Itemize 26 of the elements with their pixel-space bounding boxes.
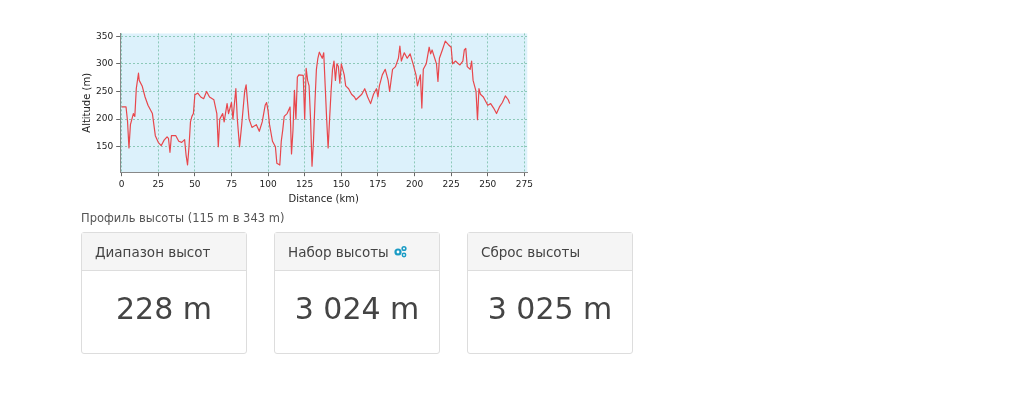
x-tick-label: 125 [296,178,314,189]
text: Набор высоты [288,243,389,260]
y-tick-label: 300 [95,58,114,69]
x-tick-label: 100 [259,178,277,189]
text: Сброс высоты [481,243,581,260]
x-axis-title: Distance (km) [288,192,359,204]
x-tick-label: 0 [118,178,125,189]
x-tick-label: 25 [152,178,164,189]
y-tick-label: 250 [95,85,114,96]
x-tick-label: 75 [225,178,238,189]
x-tick-label: 175 [369,178,387,189]
y-axis-title: Altitude (m) [80,72,92,133]
x-tick-label: 275 [515,178,533,189]
x-tick-label: 250 [479,178,497,189]
y-tick-label: 150 [95,141,114,152]
x-tick-label: 200 [405,178,424,189]
text: 228 m [115,291,213,326]
text: Профиль высоты (115 m в 343 m) [81,211,286,225]
x-tick-label: 150 [332,178,351,189]
x-tick-label: 225 [442,178,460,189]
y-tick-label: 350 [95,30,114,41]
y-tick-label: 200 [95,113,114,124]
text: 3 024 m [293,291,421,326]
text: Диапазон высот [95,243,211,260]
x-tick-label: 50 [189,178,201,189]
text: 3 025 m [486,291,614,326]
